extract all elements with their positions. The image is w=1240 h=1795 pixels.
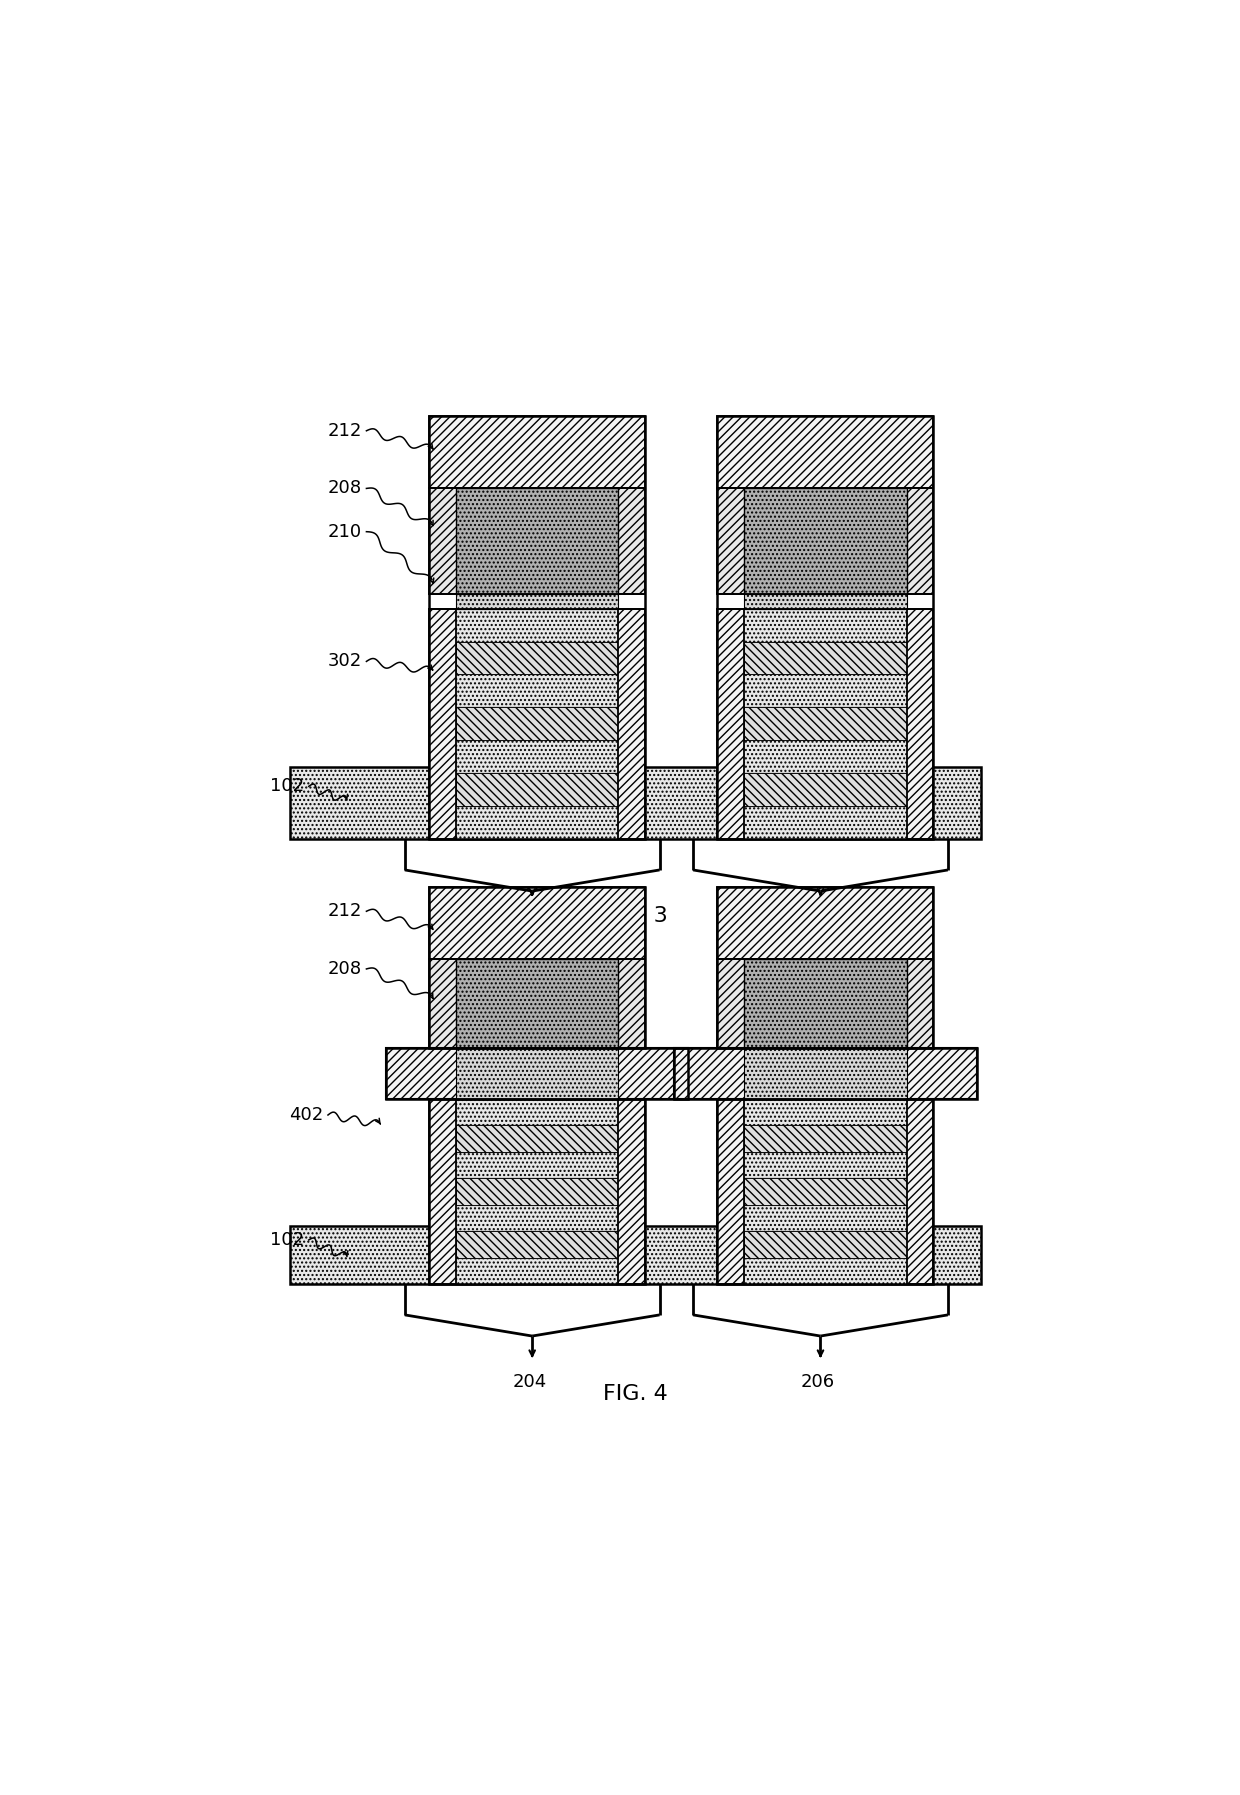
Bar — [717, 959, 934, 1048]
Bar — [717, 609, 744, 840]
Bar — [717, 774, 934, 806]
Bar — [675, 1048, 977, 1099]
Bar — [717, 1178, 934, 1204]
Bar — [429, 707, 645, 740]
Bar — [456, 774, 619, 806]
Text: 212: 212 — [327, 422, 362, 440]
Text: 102: 102 — [270, 1231, 304, 1249]
Bar — [717, 887, 934, 1048]
Text: 302: 302 — [327, 652, 362, 670]
Bar — [429, 1178, 645, 1204]
Bar — [717, 641, 934, 675]
Bar — [717, 707, 934, 740]
Bar — [744, 959, 906, 1048]
Bar — [429, 959, 645, 1048]
Bar — [429, 488, 645, 594]
Bar — [456, 1048, 619, 1099]
Bar — [717, 1152, 934, 1178]
Bar — [456, 1178, 619, 1204]
Bar — [717, 887, 934, 959]
Bar — [429, 416, 645, 840]
Bar — [744, 774, 906, 806]
Bar — [456, 488, 619, 594]
Bar — [906, 1099, 934, 1283]
Text: 212: 212 — [327, 903, 362, 921]
Text: 206: 206 — [801, 1373, 836, 1391]
Bar — [429, 1099, 645, 1283]
Text: 208: 208 — [327, 960, 362, 978]
Bar — [386, 1048, 688, 1099]
Bar — [456, 594, 619, 609]
Bar — [456, 707, 619, 740]
Bar — [429, 1099, 456, 1283]
Bar — [717, 1099, 934, 1125]
Bar — [429, 887, 645, 959]
Bar — [429, 609, 456, 840]
Bar — [429, 740, 645, 774]
Text: 102: 102 — [270, 777, 304, 795]
Bar — [744, 1048, 906, 1099]
Text: 210: 210 — [327, 522, 362, 540]
Bar — [429, 641, 645, 675]
Bar — [717, 488, 934, 594]
Bar — [717, 1099, 934, 1283]
Bar — [744, 488, 906, 594]
Text: FIG. 4: FIG. 4 — [603, 1384, 668, 1404]
Text: 402: 402 — [289, 1106, 324, 1124]
Bar — [717, 1204, 934, 1231]
Bar — [717, 1231, 934, 1258]
Text: 208: 208 — [327, 479, 362, 497]
Bar — [386, 1048, 688, 1099]
Bar — [717, 609, 934, 641]
Bar — [675, 1048, 977, 1099]
Bar — [744, 707, 906, 740]
Bar — [717, 675, 934, 707]
Bar — [429, 1204, 645, 1231]
Bar — [456, 641, 619, 675]
Bar — [429, 806, 645, 840]
Text: 204: 204 — [512, 912, 547, 930]
Bar — [906, 609, 934, 840]
Bar — [717, 740, 934, 774]
Bar — [456, 1125, 619, 1152]
Bar — [744, 641, 906, 675]
Bar — [290, 1226, 982, 1283]
Bar — [744, 1125, 906, 1152]
Bar — [744, 594, 906, 609]
Bar — [429, 774, 645, 806]
Bar — [429, 1231, 645, 1258]
Bar — [717, 1125, 934, 1152]
Bar — [456, 1231, 619, 1258]
Text: FIG. 3: FIG. 3 — [603, 906, 668, 926]
Bar — [456, 959, 619, 1048]
Text: 206: 206 — [801, 912, 836, 930]
Bar — [429, 609, 645, 641]
Bar — [429, 416, 645, 488]
Bar — [744, 1231, 906, 1258]
Bar — [717, 1099, 744, 1283]
Bar — [717, 416, 934, 840]
Bar — [744, 1178, 906, 1204]
Bar — [429, 1099, 645, 1125]
Bar — [717, 806, 934, 840]
Bar — [290, 766, 982, 840]
Bar — [429, 1258, 645, 1283]
Bar — [717, 416, 934, 488]
Bar — [619, 609, 645, 840]
Text: 204: 204 — [512, 1373, 547, 1391]
Bar — [429, 887, 645, 1048]
Bar — [429, 1152, 645, 1178]
Bar — [429, 1125, 645, 1152]
Bar — [619, 1099, 645, 1283]
Bar — [717, 1258, 934, 1283]
Bar — [429, 675, 645, 707]
